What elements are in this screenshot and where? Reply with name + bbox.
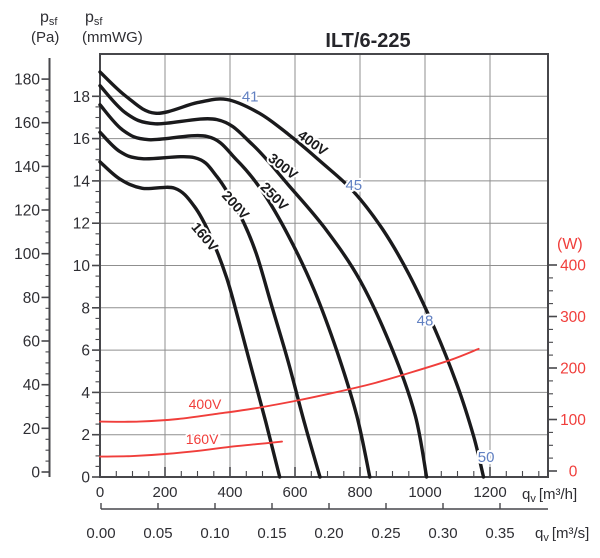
m3h-tick-label: 1000 <box>408 484 441 501</box>
m3s-tick-label: 0.20 <box>314 525 343 542</box>
power-curve-400V <box>99 347 480 423</box>
m3h-tick-label: 1200 <box>473 484 506 501</box>
noise-level-label: 48 <box>417 313 434 330</box>
pa-tick-label: 160 <box>14 115 40 132</box>
watt-tick-label: 100 <box>560 412 586 429</box>
tick-label-layer: 0204060801001201401601800246810121416180… <box>14 72 586 542</box>
watt-tick-label: 300 <box>560 309 586 326</box>
pa-tick-label: 180 <box>14 72 40 89</box>
noise-level-label: 45 <box>345 177 362 194</box>
mmwg-tick-label: 8 <box>81 300 90 317</box>
watt-tick-label: 400 <box>560 258 586 275</box>
pa-tick-label: 140 <box>14 159 40 176</box>
mmwg-tick-label: 14 <box>73 173 91 190</box>
frame-layer <box>99 53 549 478</box>
flow-m3h-unit: qv [m³/h] <box>522 486 577 505</box>
m3h-tick-label: 0 <box>96 484 104 501</box>
m3s-tick-label: 0.15 <box>257 525 286 542</box>
power-curve-400V-label: 400V <box>189 396 222 412</box>
fan-curve-400V <box>98 70 486 479</box>
watt-axis-unit: (W) <box>557 236 583 253</box>
mmwg-axis-unit: (mmWG) <box>82 29 143 46</box>
power-curve-160V <box>99 440 283 458</box>
mmwg-axis-symbol: psf <box>85 9 103 28</box>
m3s-tick-label: 0.00 <box>86 525 115 542</box>
grid-layer <box>100 54 548 477</box>
m3h-tick-label: 800 <box>347 484 372 501</box>
pa-tick-label: 20 <box>23 421 41 438</box>
pa-tick-label: 120 <box>14 203 40 220</box>
pa-tick-label: 100 <box>14 246 40 263</box>
m3h-tick-label: 400 <box>217 484 242 501</box>
pa-tick-label: 80 <box>23 290 41 307</box>
watt-tick-label: 0 <box>569 464 578 481</box>
fan-curve-300V <box>98 84 429 479</box>
mmwg-tick-label: 10 <box>73 258 91 275</box>
curve-layer <box>98 70 486 479</box>
m3h-tick-label: 200 <box>152 484 177 501</box>
tick-layer <box>41 58 557 510</box>
chart-title: ILT/6-225 <box>325 30 410 52</box>
mmwg-tick-label: 12 <box>73 216 90 233</box>
noise-level-label: 50 <box>478 449 495 466</box>
watt-tick-label: 200 <box>560 361 586 378</box>
fan-curve-250V <box>98 103 372 479</box>
m3s-tick-label: 0.30 <box>428 525 457 542</box>
mmwg-tick-label: 4 <box>81 385 90 402</box>
fan-curve-200V <box>98 130 322 479</box>
m3s-tick-label: 0.25 <box>371 525 400 542</box>
mmwg-tick-label: 2 <box>81 427 90 444</box>
mmwg-tick-label: 0 <box>81 470 90 487</box>
fan-curve-160V <box>98 160 282 479</box>
m3h-tick-label: 600 <box>282 484 307 501</box>
mmwg-tick-label: 16 <box>73 131 90 148</box>
fan-curve-200V-label: 200V <box>219 187 253 222</box>
flow-m3s-unit: qv [m³/s] <box>535 525 589 544</box>
m3s-tick-label: 0.35 <box>485 525 514 542</box>
pa-tick-label: 40 <box>23 377 41 394</box>
pa-axis-unit: (Pa) <box>31 29 59 46</box>
m3s-tick-label: 0.05 <box>143 525 172 542</box>
mmwg-tick-label: 6 <box>81 343 90 360</box>
power-curve-160V-label: 160V <box>186 431 219 447</box>
m3s-tick-label: 0.10 <box>200 525 229 542</box>
pa-axis-symbol: psf <box>40 9 58 28</box>
noise-level-label: 41 <box>242 88 259 105</box>
mmwg-tick-label: 18 <box>73 89 90 106</box>
plot-frame <box>99 53 549 478</box>
pa-tick-label: 0 <box>31 465 40 482</box>
pa-tick-label: 60 <box>23 334 41 351</box>
